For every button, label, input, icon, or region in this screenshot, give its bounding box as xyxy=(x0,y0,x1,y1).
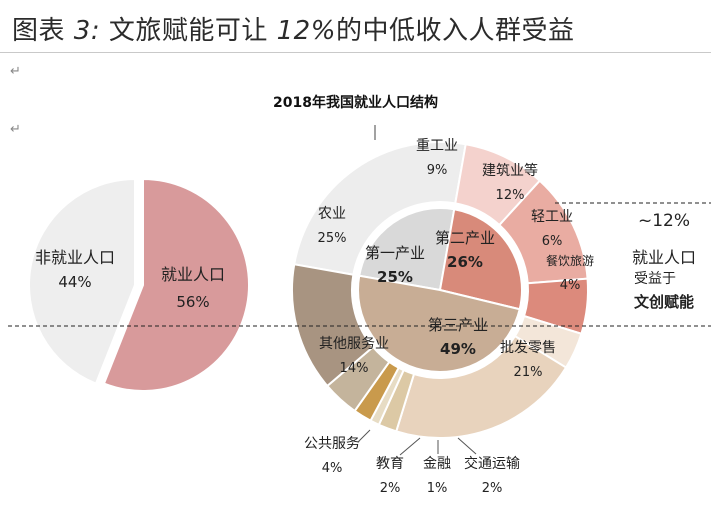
sector-outer-label: 教育 xyxy=(376,456,404,472)
sector-outer-label: 批发零售 xyxy=(500,340,556,356)
sector-inner-slice xyxy=(358,207,456,292)
paragraph-mark: ↵ xyxy=(10,122,21,137)
figure-header: 图表 3: 文旅赋能可让 12%的中低收入人群受益 xyxy=(0,0,711,53)
paragraph-mark: ↵ xyxy=(10,64,21,79)
sector-outer-label: 餐饮旅游 xyxy=(546,253,594,268)
chart-title: 2018年我国就业人口结构 xyxy=(273,95,438,111)
sector-outer-value: 25% xyxy=(318,231,347,246)
sector-inner-value: 26% xyxy=(447,253,483,271)
sector-outer-value: 4% xyxy=(560,278,581,293)
annotation-line1: 就业人口 xyxy=(632,248,696,267)
sector-inner-value: 49% xyxy=(440,340,476,358)
sector-inner-value: 25% xyxy=(377,268,413,286)
figure-title-prefix: 图表 xyxy=(12,16,66,46)
sector-outer-value: 6% xyxy=(542,234,563,249)
sector-inner-label: 第二产业 xyxy=(435,229,495,247)
sector-outer-label: 建筑业等 xyxy=(482,162,538,179)
annotation-line3: 文创赋能 xyxy=(634,293,694,311)
sector-inner-slice xyxy=(438,208,523,311)
sector-outer-label: 农业 xyxy=(318,206,346,222)
leader-line xyxy=(457,437,477,455)
sector-outer-label: 重工业 xyxy=(416,138,458,154)
sector-outer-label: 轻工业 xyxy=(531,209,573,225)
sector-inner-label: 第三产业 xyxy=(428,316,488,334)
employment-slice-value: 56% xyxy=(176,293,209,311)
figure-title-text1: 文旅赋能可让 xyxy=(108,16,268,46)
figure-title-pct: 12% xyxy=(276,16,336,46)
employment-slice-label: 非就业人口 xyxy=(35,248,115,267)
sector-outer-value: 4% xyxy=(322,461,343,476)
sector-outer-value: 2% xyxy=(482,481,503,496)
sector-outer-label: 交通运输 xyxy=(464,455,520,472)
figure-title: 图表 3: 文旅赋能可让 12%的中低收入人群受益 xyxy=(12,10,574,47)
sector-outer-slice xyxy=(291,263,375,388)
leader-line xyxy=(357,429,371,443)
sector-outer-value: 2% xyxy=(380,481,401,496)
sector-outer-slice xyxy=(293,141,467,276)
employment-slice-value: 44% xyxy=(58,273,91,291)
sector-outer-value: 12% xyxy=(496,188,525,203)
sector-outer-label: 金融 xyxy=(423,456,451,472)
sector-outer-value: 1% xyxy=(427,481,448,496)
sector-outer-value: 9% xyxy=(427,163,448,178)
employment-slice-label: 就业人口 xyxy=(161,265,225,284)
figure-number: 3: xyxy=(73,16,101,46)
sector-inner-label: 第一产业 xyxy=(365,244,425,262)
sector-outer-label: 其他服务业 xyxy=(319,336,389,352)
sector-outer-value: 14% xyxy=(340,361,369,376)
sector-outer-value: 21% xyxy=(514,365,543,380)
sector-outer-label: 公共服务 xyxy=(304,436,360,452)
annotation-line2: 受益于 xyxy=(634,271,676,287)
sector-outer-slice xyxy=(394,334,568,439)
employment-slice xyxy=(102,177,250,392)
leader-line xyxy=(399,437,421,456)
annotation-percent: ~12% xyxy=(638,211,690,231)
figure-title-text2: 的中低收入人群受益 xyxy=(335,16,575,46)
employment-slice xyxy=(28,177,136,385)
sector-inner-slice xyxy=(357,274,521,373)
